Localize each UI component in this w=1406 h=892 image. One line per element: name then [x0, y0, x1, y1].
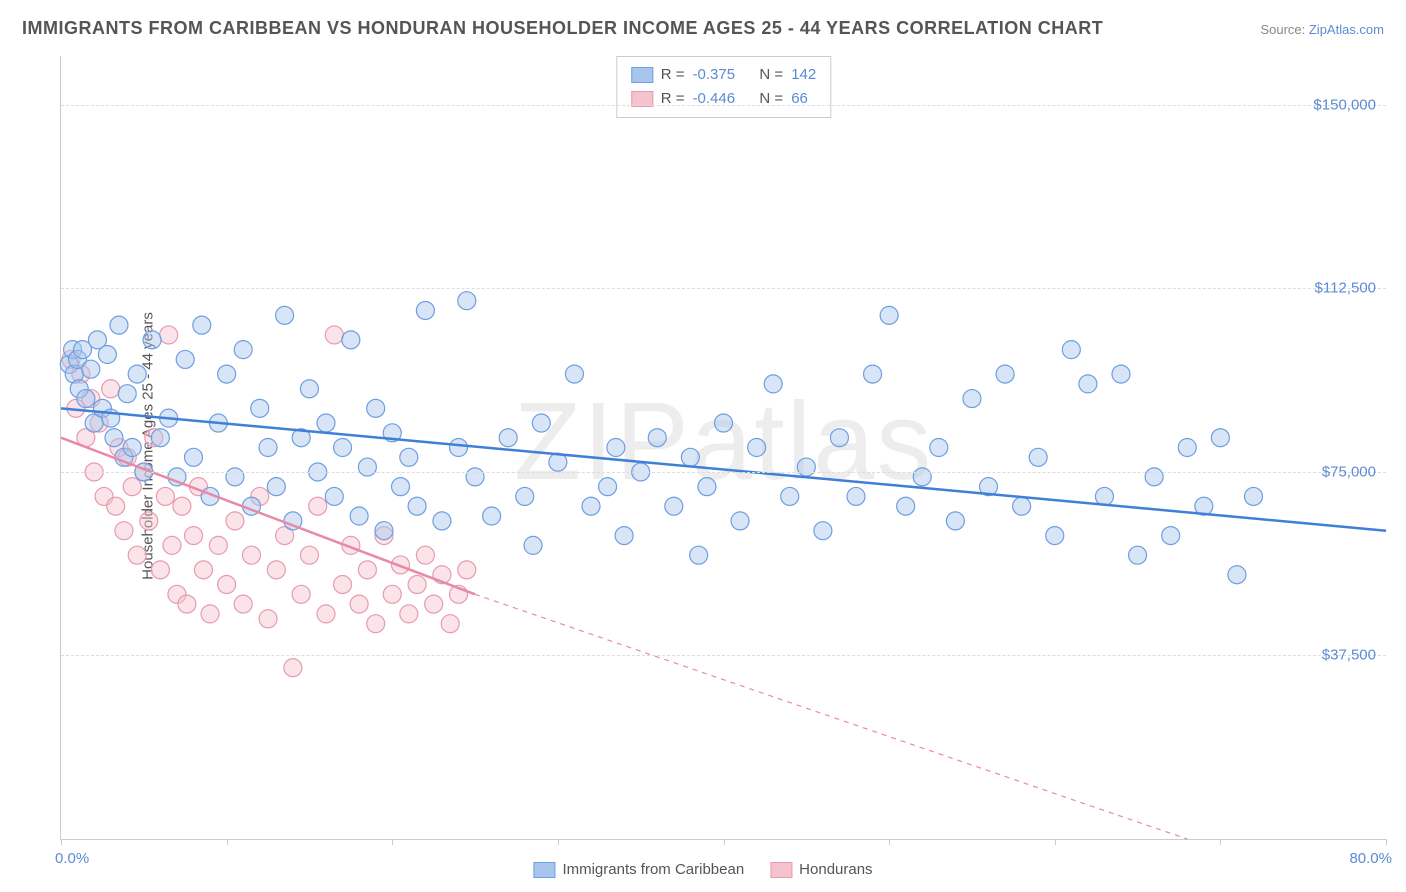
- x-tick: [392, 839, 393, 845]
- y-tick-label: $75,000: [1322, 463, 1376, 480]
- r-label: R =: [661, 63, 685, 87]
- legend-label-hondurans: Hondurans: [799, 861, 872, 878]
- scatter-plot-area: ZIPatlas R = -0.375 N = 142 R = -0.446 N…: [60, 56, 1386, 840]
- x-tick: [724, 839, 725, 845]
- legend-swatch-caribbean: [533, 862, 555, 878]
- x-tick: [1220, 839, 1221, 845]
- correlation-row-caribbean: R = -0.375 N = 142: [631, 63, 816, 87]
- gridline: [61, 472, 1386, 473]
- x-tick: [558, 839, 559, 845]
- x-tick: [227, 839, 228, 845]
- y-tick-label: $150,000: [1313, 96, 1376, 113]
- correlation-row-hondurans: R = -0.446 N = 66: [631, 87, 816, 111]
- legend-swatch-hondurans: [770, 862, 792, 878]
- scatter-plot-svg: [61, 56, 1386, 839]
- n-label: N =: [759, 87, 783, 111]
- x-axis-min-label: 0.0%: [55, 850, 89, 867]
- y-tick-label: $112,500: [1315, 280, 1376, 297]
- gridline: [61, 655, 1386, 656]
- x-tick: [1055, 839, 1056, 845]
- correlation-legend-box: R = -0.375 N = 142 R = -0.446 N = 66: [616, 56, 831, 118]
- n-value-caribbean: 142: [791, 63, 816, 87]
- n-value-hondurans: 66: [791, 87, 808, 111]
- legend-item-hondurans: Hondurans: [770, 861, 872, 878]
- x-axis-max-label: 80.0%: [1349, 850, 1392, 867]
- r-value-hondurans: -0.446: [693, 87, 736, 111]
- source-prefix: Source:: [1260, 22, 1308, 37]
- gridline: [61, 105, 1386, 106]
- x-tick: [889, 839, 890, 845]
- x-tick: [1386, 839, 1387, 845]
- series-legend: Immigrants from Caribbean Hondurans: [533, 861, 872, 878]
- legend-label-caribbean: Immigrants from Caribbean: [562, 861, 744, 878]
- n-label: N =: [759, 63, 783, 87]
- chart-title: IMMIGRANTS FROM CARIBBEAN VS HONDURAN HO…: [22, 18, 1103, 39]
- legend-item-caribbean: Immigrants from Caribbean: [533, 861, 744, 878]
- swatch-caribbean: [631, 67, 653, 83]
- gridline: [61, 288, 1386, 289]
- y-tick-label: $37,500: [1322, 647, 1376, 664]
- source-link[interactable]: ZipAtlas.com: [1309, 22, 1384, 37]
- r-value-caribbean: -0.375: [693, 63, 736, 87]
- r-label: R =: [661, 87, 685, 111]
- x-tick: [61, 839, 62, 845]
- source-attribution: Source: ZipAtlas.com: [1260, 22, 1384, 37]
